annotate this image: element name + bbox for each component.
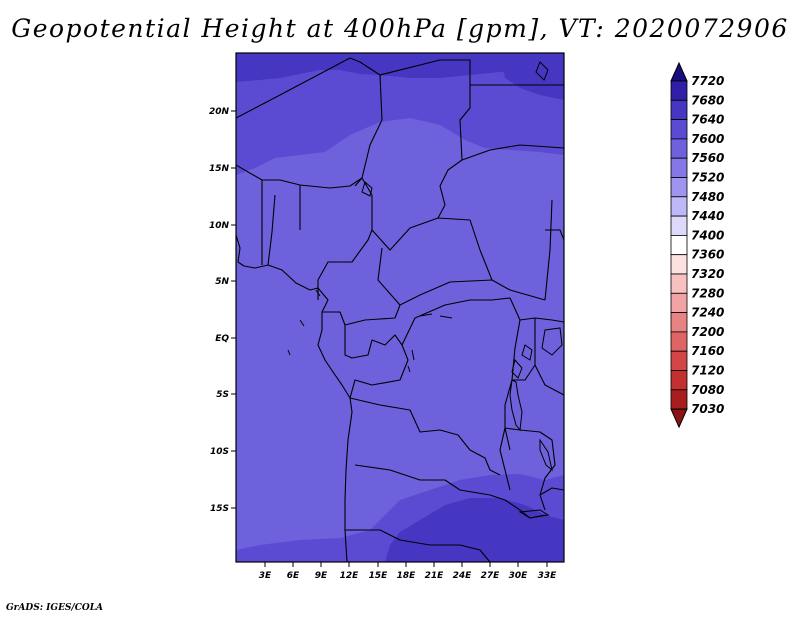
lon-tick-label: 3E bbox=[259, 571, 272, 581]
colorbar-label: 7720 bbox=[691, 74, 724, 88]
colorbar-label: 7240 bbox=[691, 306, 724, 320]
colorbar-label: 7560 bbox=[691, 151, 724, 165]
lakes bbox=[287, 61, 563, 519]
colorbar-label: 7080 bbox=[691, 383, 724, 397]
colorbar-label: 7360 bbox=[691, 248, 724, 262]
colorbar-segment bbox=[670, 312, 688, 333]
credit-label: GrADS: IGES/COLA bbox=[6, 603, 104, 613]
colorbar-segment bbox=[670, 80, 688, 101]
lon-tick-label: 6E bbox=[287, 571, 300, 581]
lat-tick-label: 5S bbox=[216, 390, 229, 400]
colorbar-label: 7160 bbox=[691, 344, 724, 358]
colorbar-segment bbox=[670, 119, 688, 140]
fill-7640-northeast bbox=[500, 53, 564, 100]
colorbar-cap-bottom bbox=[670, 408, 688, 429]
colorbar-label: 7280 bbox=[691, 286, 724, 300]
lat-tick-label: EQ bbox=[215, 334, 229, 344]
lon-tick-label: 30E bbox=[509, 571, 529, 581]
colorbar-segment bbox=[670, 99, 688, 121]
colorbar-label: 7400 bbox=[691, 228, 724, 242]
lat-tick-label: 20N bbox=[209, 107, 230, 117]
map-frame bbox=[235, 52, 565, 563]
lon-tick-label: 33E bbox=[538, 571, 558, 581]
colorbar-label: 7520 bbox=[691, 171, 724, 185]
lon-tick-label: 24E bbox=[453, 571, 473, 581]
lon-tick-label: 18E bbox=[397, 571, 417, 581]
colorbar-segment bbox=[670, 138, 688, 159]
colorbar-segment bbox=[670, 254, 688, 275]
lon-tick-label: 15E bbox=[369, 571, 389, 581]
lon-tick-label: 12E bbox=[340, 571, 360, 581]
colorbar-segment bbox=[670, 234, 688, 256]
fill-7640-south bbox=[385, 498, 564, 562]
lon-axis bbox=[264, 562, 548, 567]
colorbar-label: 7480 bbox=[691, 190, 724, 204]
country-borders bbox=[236, 57, 564, 562]
colorbar-segment bbox=[670, 292, 688, 313]
lat-axis bbox=[231, 110, 236, 509]
colorbar-segment bbox=[670, 215, 688, 236]
colorbar-label: 7640 bbox=[691, 113, 724, 127]
colorbar-segment bbox=[670, 350, 688, 371]
colorbar-label: 7030 bbox=[691, 402, 724, 416]
colorbar: 7720 7680 7640 7600 7560 7520 7480 7440 7400 7360… bbox=[670, 61, 724, 429]
colorbar-segment bbox=[670, 157, 688, 178]
lon-tick-label: 21E bbox=[425, 571, 445, 581]
colorbar-segment bbox=[670, 196, 688, 217]
colorbar-label: 7600 bbox=[691, 132, 724, 146]
lat-tick-label: 5N bbox=[215, 277, 229, 287]
colorbar-label: 7120 bbox=[691, 364, 724, 378]
lat-tick-label: 15N bbox=[209, 164, 230, 174]
lat-tick-label: 15S bbox=[210, 504, 229, 514]
colorbar-label: 7680 bbox=[691, 93, 724, 107]
colorbar-label: 7440 bbox=[691, 209, 724, 223]
colorbar-label: 7320 bbox=[691, 267, 724, 281]
map-title: Geopotential Height at 400hPa [gpm], VT:… bbox=[11, 14, 789, 43]
colorbar-segment bbox=[670, 389, 688, 410]
lat-tick-label: 10S bbox=[210, 447, 229, 457]
fill-7600-north bbox=[236, 53, 564, 175]
colorbar-segment bbox=[670, 177, 688, 198]
lat-tick-label: 10N bbox=[209, 221, 230, 231]
colorbar-segment bbox=[670, 370, 688, 391]
colorbar-segment bbox=[670, 331, 688, 352]
lon-tick-label: 9E bbox=[315, 571, 328, 581]
lon-tick-label: 27E bbox=[481, 571, 501, 581]
colorbar-cap-top bbox=[670, 61, 688, 82]
colorbar-label: 7200 bbox=[691, 325, 724, 339]
colorbar-segment bbox=[670, 273, 688, 294]
